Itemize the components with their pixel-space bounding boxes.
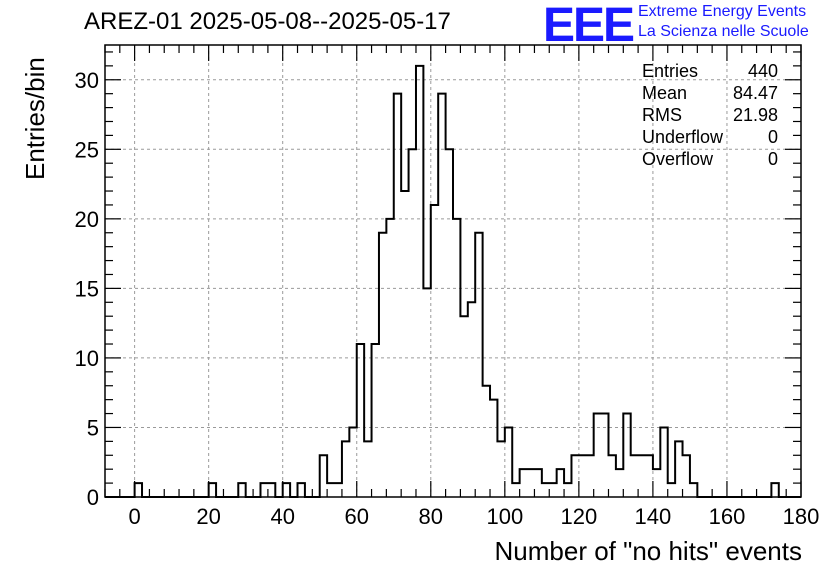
stats-mean: Mean 84.47 (642, 83, 778, 103)
x-tick-label: 60 (345, 504, 369, 529)
x-tick-label: 0 (128, 504, 140, 529)
plot-frame (104, 44, 802, 498)
stats-overflow: Overflow 0 (642, 149, 778, 169)
y-tick-labels: 0 5 10 15 20 25 30 (75, 68, 99, 510)
y-tick-label: 30 (75, 68, 99, 93)
axis-ticks (104, 45, 802, 498)
stats-underflow: Underflow 0 (642, 127, 778, 147)
stats-entries: Entries 440 (642, 61, 778, 81)
x-tick-label: 180 (783, 504, 820, 529)
chart-title: AREZ-01 2025-05-08--2025-05-17 (84, 8, 451, 35)
logo-caption: Extreme Energy Events La Scienza nelle S… (638, 2, 809, 42)
x-tick-label: 160 (709, 504, 746, 529)
x-tick-label: 140 (635, 504, 672, 529)
x-tick-label: 120 (561, 504, 598, 529)
y-axis-label: Entries/bin (20, 57, 50, 180)
x-tick-label: 20 (196, 504, 220, 529)
y-tick-label: 25 (75, 137, 99, 162)
y-tick-label: 15 (75, 276, 99, 301)
y-tick-label: 20 (75, 207, 99, 232)
logo-line-1: Extreme Energy Events (638, 3, 807, 20)
x-tick-label: 100 (486, 504, 523, 529)
logo-line-2: La Scienza nelle Scuole (638, 23, 809, 40)
x-tick-label: 80 (419, 504, 443, 529)
stats-rms: RMS 21.98 (642, 105, 778, 125)
x-axis-label: Number of "no hits" events (494, 536, 803, 566)
y-tick-label: 5 (87, 415, 99, 440)
x-tick-labels: 0 20 40 60 80 100 120 140 160 180 (128, 504, 819, 529)
stats-box: Entries 440 Mean 84.47 RMS 21.98 Underflow 0… (642, 60, 778, 170)
y-tick-label: 0 (87, 485, 99, 510)
eee-logo: EEE (543, 0, 635, 52)
histogram-line (105, 64, 801, 498)
x-tick-label: 40 (270, 504, 294, 529)
y-tick-label: 10 (75, 346, 99, 371)
